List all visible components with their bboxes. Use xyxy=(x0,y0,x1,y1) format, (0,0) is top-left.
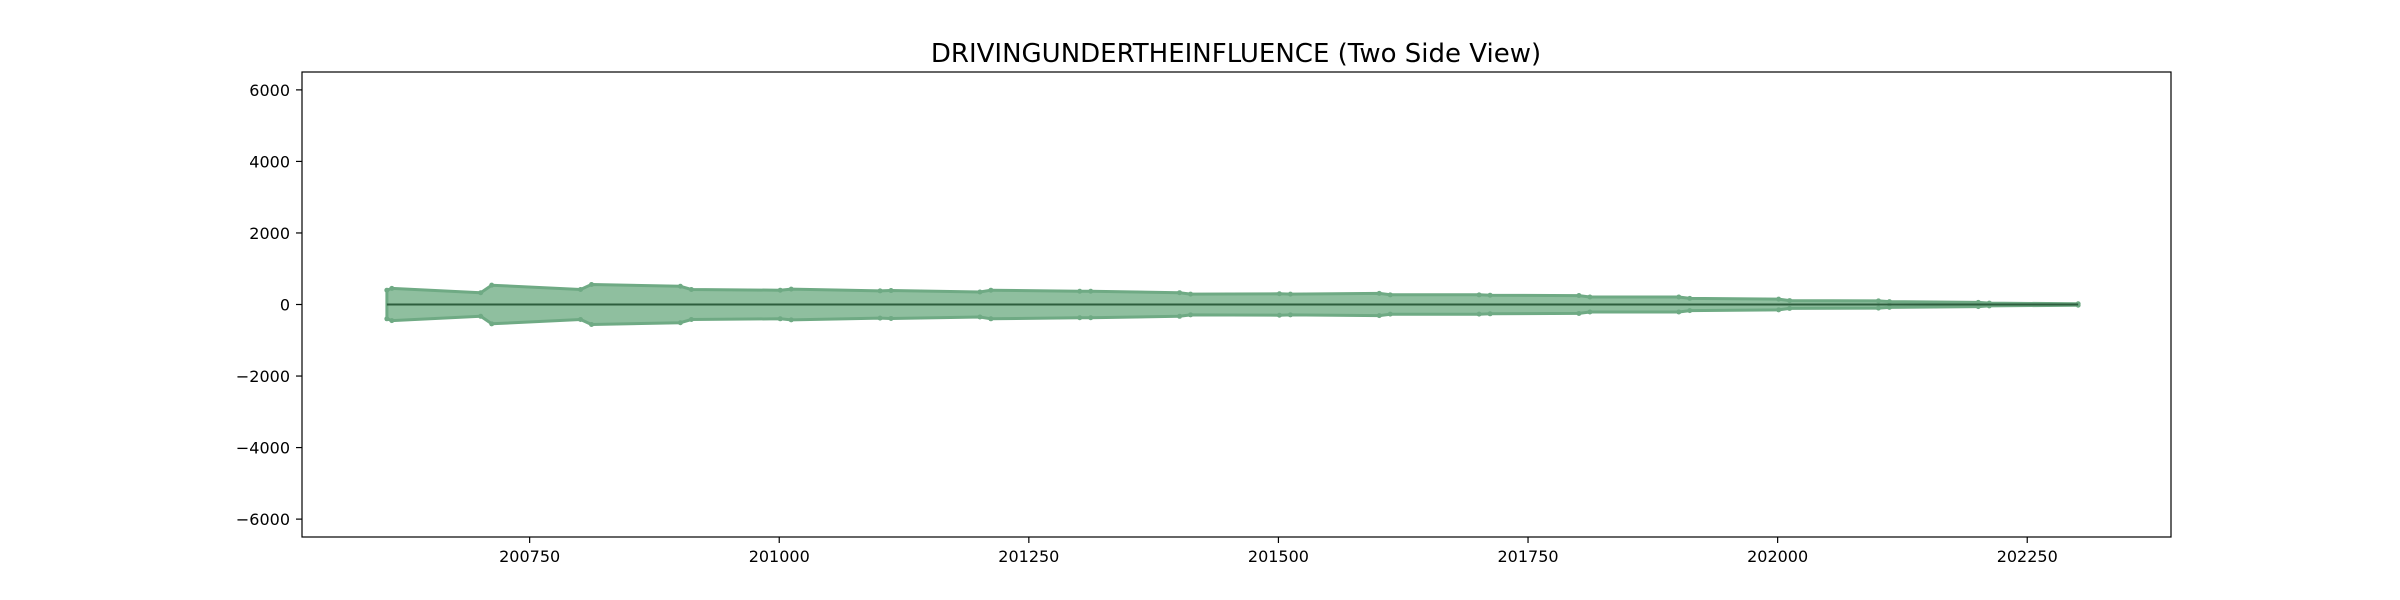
data-point-lower xyxy=(1276,312,1282,318)
y-tick-label: 4000 xyxy=(249,152,290,171)
data-point-lower xyxy=(1676,309,1682,315)
data-point-lower xyxy=(1875,305,1881,311)
data-point-lower xyxy=(1177,313,1183,319)
y-tick-label: −2000 xyxy=(236,367,290,386)
data-point-upper xyxy=(777,287,783,293)
data-point-lower xyxy=(478,313,484,319)
data-point-lower xyxy=(1787,305,1793,311)
y-axis: 6000 4000 2000 0 −2000 −4000 −6000 xyxy=(236,81,302,529)
data-point-lower xyxy=(1088,315,1094,321)
data-point-upper xyxy=(1676,294,1682,300)
data-point-lower xyxy=(1886,304,1892,310)
data-point-lower xyxy=(677,320,683,326)
data-point-lower xyxy=(578,317,584,323)
x-tick-label: 202000 xyxy=(1747,547,1808,566)
data-point-lower xyxy=(1387,311,1393,317)
data-point-lower xyxy=(1376,313,1382,319)
x-tick-label: 201250 xyxy=(998,547,1059,566)
data-point-lower xyxy=(788,317,794,323)
data-point-upper xyxy=(788,286,794,292)
data-point-lower xyxy=(688,317,694,323)
data-point-upper xyxy=(1576,293,1582,299)
data-point-upper xyxy=(384,287,390,293)
y-tick-label: 2000 xyxy=(249,224,290,243)
data-point-upper xyxy=(677,283,683,289)
data-point-lower xyxy=(988,316,994,322)
data-point-upper xyxy=(1077,288,1083,294)
x-tick-label: 202250 xyxy=(1997,547,2058,566)
x-tick-label: 201750 xyxy=(1497,547,1558,566)
data-point-upper xyxy=(1287,291,1293,297)
data-point-upper xyxy=(489,282,495,288)
data-point-upper xyxy=(1476,292,1482,298)
data-point-lower xyxy=(888,315,894,321)
data-point-lower xyxy=(389,318,395,324)
data-point-upper xyxy=(1276,291,1282,297)
data-point-upper xyxy=(877,288,883,294)
data-point-upper xyxy=(1387,292,1393,298)
data-point-upper xyxy=(578,286,584,292)
data-point-lower xyxy=(384,316,390,322)
data-point-upper xyxy=(1177,290,1183,296)
x-tick-label: 201000 xyxy=(749,547,810,566)
data-point-lower xyxy=(777,316,783,322)
data-point-lower xyxy=(489,321,495,327)
y-tick-label: 0 xyxy=(280,296,290,315)
data-point-upper xyxy=(1587,294,1593,300)
data-point-upper xyxy=(1776,296,1782,302)
data-point-upper xyxy=(1787,298,1793,304)
x-tick-label: 200750 xyxy=(499,547,560,566)
y-tick-label: 6000 xyxy=(249,81,290,100)
data-point-upper xyxy=(1188,291,1194,297)
data-point-upper xyxy=(1687,295,1693,301)
data-point-upper xyxy=(888,288,894,294)
data-point-upper xyxy=(688,286,694,292)
data-point-lower xyxy=(1476,311,1482,317)
data-point-upper xyxy=(1487,292,1493,298)
x-axis: 200750 201000 201250 201500 201750 202000 2022… xyxy=(499,537,2058,566)
data-point-upper xyxy=(977,289,983,295)
data-point-upper xyxy=(589,281,595,287)
data-point-lower xyxy=(589,322,595,328)
area-layer xyxy=(384,281,2081,328)
data-point-lower xyxy=(1687,308,1693,314)
data-point-upper xyxy=(1376,290,1382,296)
data-point-upper xyxy=(1875,298,1881,304)
data-point-lower xyxy=(1587,309,1593,315)
data-point-lower xyxy=(1287,312,1293,318)
chart-title: DRIVINGUNDERTHEINFLUENCE (Two Side View) xyxy=(931,39,1541,69)
data-point-lower xyxy=(977,314,983,320)
data-point-lower xyxy=(1188,312,1194,318)
plot-frame xyxy=(301,71,2172,538)
data-point-upper xyxy=(1886,299,1892,305)
data-point-lower xyxy=(1487,311,1493,317)
data-point-lower xyxy=(1077,315,1083,321)
y-tick-label: −4000 xyxy=(236,439,290,458)
data-point-upper xyxy=(988,287,994,293)
x-tick-label: 201500 xyxy=(1248,547,1309,566)
data-point-lower xyxy=(877,315,883,321)
data-point-upper xyxy=(1088,288,1094,294)
data-point-lower xyxy=(1576,310,1582,316)
data-point-upper xyxy=(389,285,395,291)
data-point-lower xyxy=(1776,307,1782,313)
data-point-upper xyxy=(478,290,484,296)
y-tick-label: −6000 xyxy=(236,510,290,529)
